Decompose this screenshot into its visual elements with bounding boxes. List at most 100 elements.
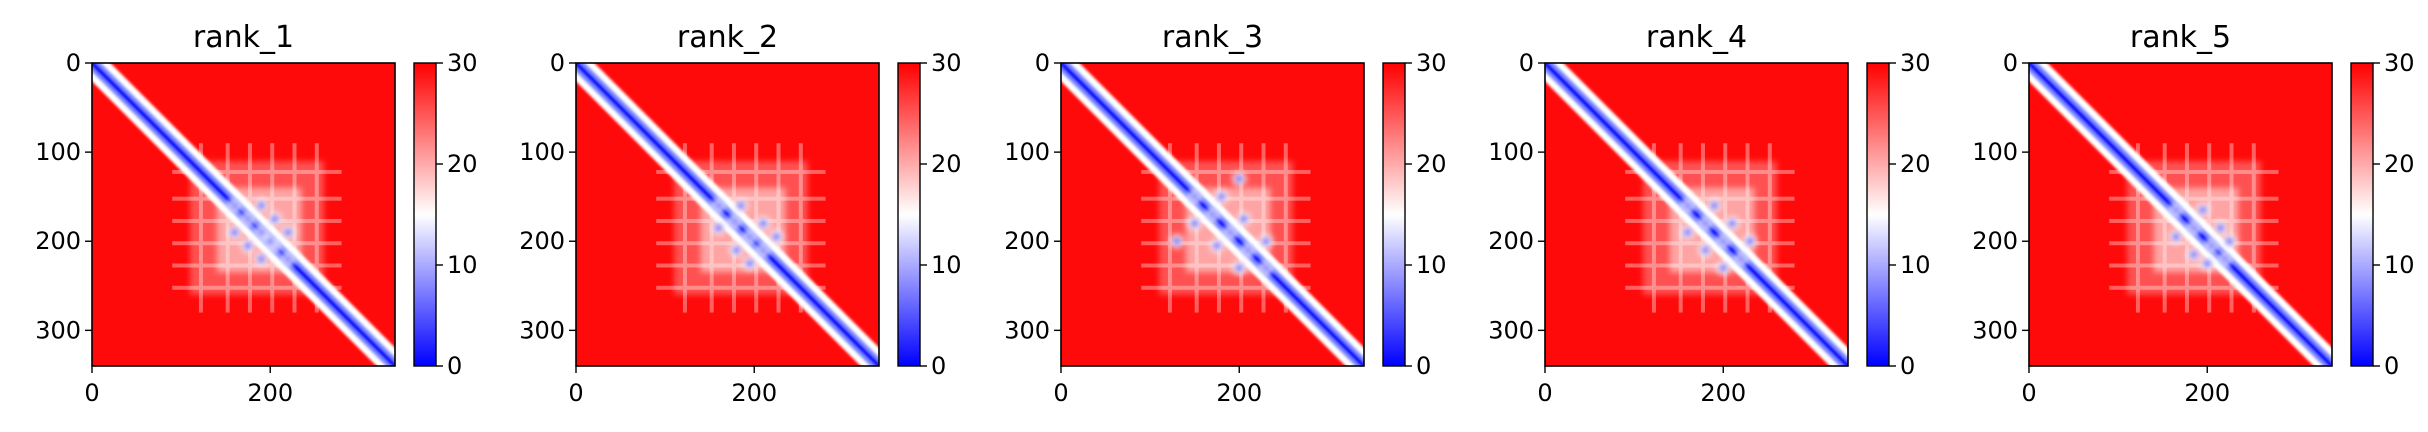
y-tick-label: 200: [1972, 227, 2018, 255]
contact-point: [1261, 237, 1270, 246]
stripe-h: [172, 169, 342, 174]
x-tick-label: 200: [1700, 379, 1746, 407]
panel-title: rank_4: [1646, 20, 1747, 55]
colorbar-tick-label: 0: [2384, 352, 2399, 380]
colorbar-tick-label: 10: [2384, 251, 2415, 279]
stripe-h: [656, 263, 826, 268]
colorbar-tick-label: 20: [931, 150, 962, 178]
colorbar: 0 10 20 30: [897, 49, 962, 380]
axes-frame: [1060, 62, 1365, 367]
colorbar-gradient: [1866, 62, 1890, 367]
colorbar-tick-label: 30: [931, 49, 962, 77]
contact-point: [745, 232, 754, 241]
stripe-h: [656, 169, 826, 174]
colorbar-tick-label: 0: [447, 352, 462, 380]
axes-frame: [1544, 62, 1849, 367]
y-tick-label: 200: [1488, 227, 1534, 255]
stripe-v: [1767, 143, 1772, 313]
contact-point: [1719, 263, 1728, 272]
colorbar-gradient: [413, 62, 437, 367]
panel-title: rank_3: [1162, 20, 1263, 55]
contact-point: [2172, 206, 2181, 215]
stripe-h: [172, 263, 342, 268]
contact-point: [1683, 201, 1692, 210]
contact-point: [732, 246, 741, 255]
stripe-h: [172, 196, 342, 201]
contact-point: [230, 228, 239, 237]
colorbar-tick-label: 0: [1416, 352, 1431, 380]
diagonal-band: [1545, 63, 1848, 366]
contact-point: [745, 259, 754, 268]
contact-point: [1235, 263, 1244, 272]
contact-point: [284, 228, 293, 237]
y-tick-label: 0: [1519, 49, 1534, 77]
stripe-h: [656, 285, 826, 290]
contact-point: [266, 237, 275, 246]
colorbar: 0 10 20 30: [1382, 49, 1447, 380]
x-tick-label: 0: [2021, 379, 2036, 407]
contact-point: [730, 217, 739, 226]
heatmap: [92, 63, 395, 366]
stripe-v: [776, 143, 781, 313]
colorbar-tick-label: 30: [2384, 49, 2415, 77]
contact-point: [1190, 192, 1199, 201]
contact-point: [1737, 255, 1746, 264]
contact-blobs: [2169, 203, 2237, 271]
y-tick-label: 100: [1972, 138, 2018, 166]
contact-point: [759, 219, 768, 228]
x-tick-label: 0: [568, 379, 583, 407]
x-tick-label: 200: [247, 379, 293, 407]
contact-point: [243, 241, 252, 250]
contact-point: [2189, 223, 2198, 232]
diagonal-core: [1545, 63, 1848, 366]
contact-point: [2225, 237, 2234, 246]
contact-point: [1208, 210, 1217, 219]
y-tick-label: 0: [2003, 49, 2018, 77]
contact-point: [2216, 223, 2225, 232]
stripe-v: [682, 143, 687, 313]
colorbar-tick-label: 20: [1900, 150, 1931, 178]
y-tick-label: 300: [1972, 316, 2018, 344]
colorbar-tick-label: 10: [447, 251, 478, 279]
stripe-v: [2229, 143, 2234, 313]
contact-point: [257, 228, 266, 237]
y-tick-label: 100: [35, 138, 81, 166]
colorbar-tick-label: 20: [447, 150, 478, 178]
stripe-h: [2109, 285, 2279, 290]
x-tick-label: 200: [731, 379, 777, 407]
contact-point: [284, 255, 293, 264]
contact-point: [1701, 246, 1710, 255]
heatmap: [1061, 63, 1364, 366]
y-tick-label: 300: [1004, 316, 1050, 344]
y-tick-label: 0: [550, 49, 565, 77]
contact-point: [2189, 250, 2198, 259]
colorbar-tick-label: 0: [931, 352, 946, 380]
colorbar-tick-label: 30: [1416, 49, 1447, 77]
stripe-v: [198, 143, 203, 313]
stripe-v: [314, 143, 319, 313]
axes-frame: [91, 62, 396, 367]
stripe-h: [2109, 196, 2279, 201]
colorbar-tick-label: 10: [1416, 251, 1447, 279]
stripe-v: [1651, 143, 1656, 313]
contact-point: [270, 214, 279, 223]
y-tick-label: 100: [1004, 138, 1050, 166]
diagonal-band: [576, 63, 879, 366]
colorbar-tick-label: 10: [1900, 251, 1931, 279]
panel-title: rank_2: [677, 20, 778, 55]
stripe-h: [1141, 263, 1311, 268]
contact-blobs: [1680, 198, 1757, 275]
contact-point: [2203, 259, 2212, 268]
stripe-h: [1625, 263, 1795, 268]
contact-point: [1745, 237, 1754, 246]
contact-point: [736, 201, 745, 210]
contact-point: [243, 214, 252, 223]
colorbar-tick-label: 30: [447, 49, 478, 77]
contact-point: [1710, 201, 1719, 210]
stripe-h: [1625, 196, 1795, 201]
contact-point: [1172, 237, 1181, 246]
contact-point: [714, 223, 723, 232]
x-tick-label: 0: [84, 379, 99, 407]
contact-point: [1701, 219, 1710, 228]
stripe-v: [225, 143, 230, 313]
